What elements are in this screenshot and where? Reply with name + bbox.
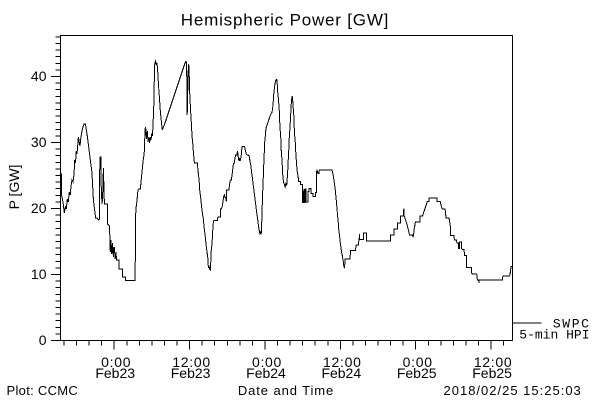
svg-text:0:00: 0:00 [403, 354, 433, 370]
svg-text:2018/02/25 15:25:03: 2018/02/25 15:25:03 [444, 383, 582, 398]
svg-text:Feb23: Feb23 [171, 365, 211, 381]
svg-text:Plot: CCMC: Plot: CCMC [7, 383, 79, 398]
svg-text:12:00: 12:00 [323, 354, 362, 370]
svg-text:10: 10 [31, 266, 47, 282]
svg-text:30: 30 [31, 134, 47, 150]
svg-text:12:00: 12:00 [474, 354, 513, 370]
svg-text:Feb24: Feb24 [246, 365, 286, 381]
svg-text:0: 0 [39, 332, 47, 348]
svg-text:SWPC: SWPC [553, 317, 591, 332]
svg-text:P [GW]: P [GW] [6, 165, 22, 210]
svg-text:5-min HPI: 5-min HPI [519, 328, 589, 343]
svg-text:12:00: 12:00 [172, 354, 211, 370]
svg-text:Hemispheric Power [GW]: Hemispheric Power [GW] [181, 11, 389, 30]
svg-text:Feb25: Feb25 [472, 365, 512, 381]
svg-text:Feb24: Feb24 [321, 365, 361, 381]
svg-text:Feb25: Feb25 [397, 365, 437, 381]
svg-text:20: 20 [31, 200, 47, 216]
svg-text:0:00: 0:00 [101, 354, 131, 370]
svg-text:Date and Time: Date and Time [238, 383, 334, 398]
svg-text:Feb23: Feb23 [95, 365, 135, 381]
svg-text:40: 40 [31, 68, 47, 84]
svg-text:0:00: 0:00 [252, 354, 282, 370]
